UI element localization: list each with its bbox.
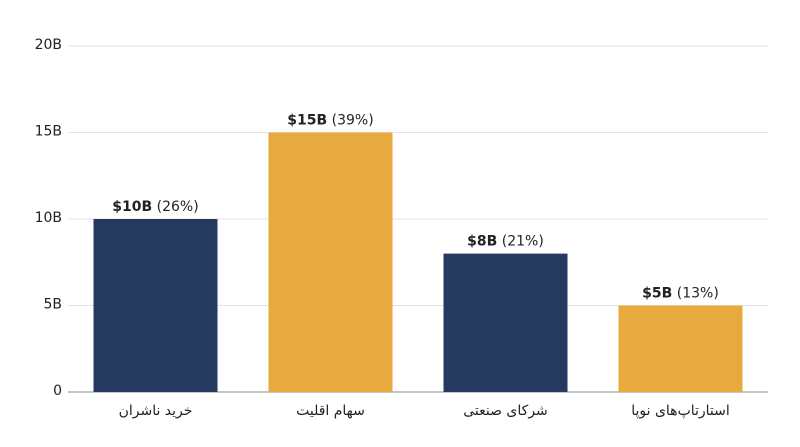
y-tick-label: 10B: [35, 210, 62, 226]
share-label: (21%): [502, 234, 544, 250]
value-label: $8B: [467, 234, 497, 250]
y-tick-label: 0: [53, 383, 62, 399]
value-label: $15B: [287, 113, 327, 129]
x-tick-label: شرکای صنعتی: [463, 403, 548, 419]
data-label: $10B (26%): [112, 199, 198, 215]
x-tick-label: خرید ناشران: [119, 403, 193, 419]
bar: [268, 132, 393, 392]
share-label: (13%): [677, 286, 719, 302]
data-label: $8B (21%): [467, 234, 544, 250]
data-label: $5B (13%): [642, 286, 719, 302]
y-tick-label: 20B: [35, 37, 62, 53]
share-label: (26%): [157, 199, 199, 215]
data-label: $15B (39%): [287, 113, 373, 129]
bar: [618, 305, 743, 392]
x-tick-label: سهام اقلیت: [296, 403, 365, 419]
y-tick-label: 5B: [43, 297, 62, 313]
bar: [443, 253, 568, 392]
bar: [93, 219, 218, 392]
share-label: (39%): [332, 113, 374, 129]
x-tick-label: استارتاپ‌های نوپا: [631, 403, 730, 419]
y-tick-label: 15B: [35, 124, 62, 140]
value-label: $5B: [642, 286, 672, 302]
value-label: $10B: [112, 199, 152, 215]
